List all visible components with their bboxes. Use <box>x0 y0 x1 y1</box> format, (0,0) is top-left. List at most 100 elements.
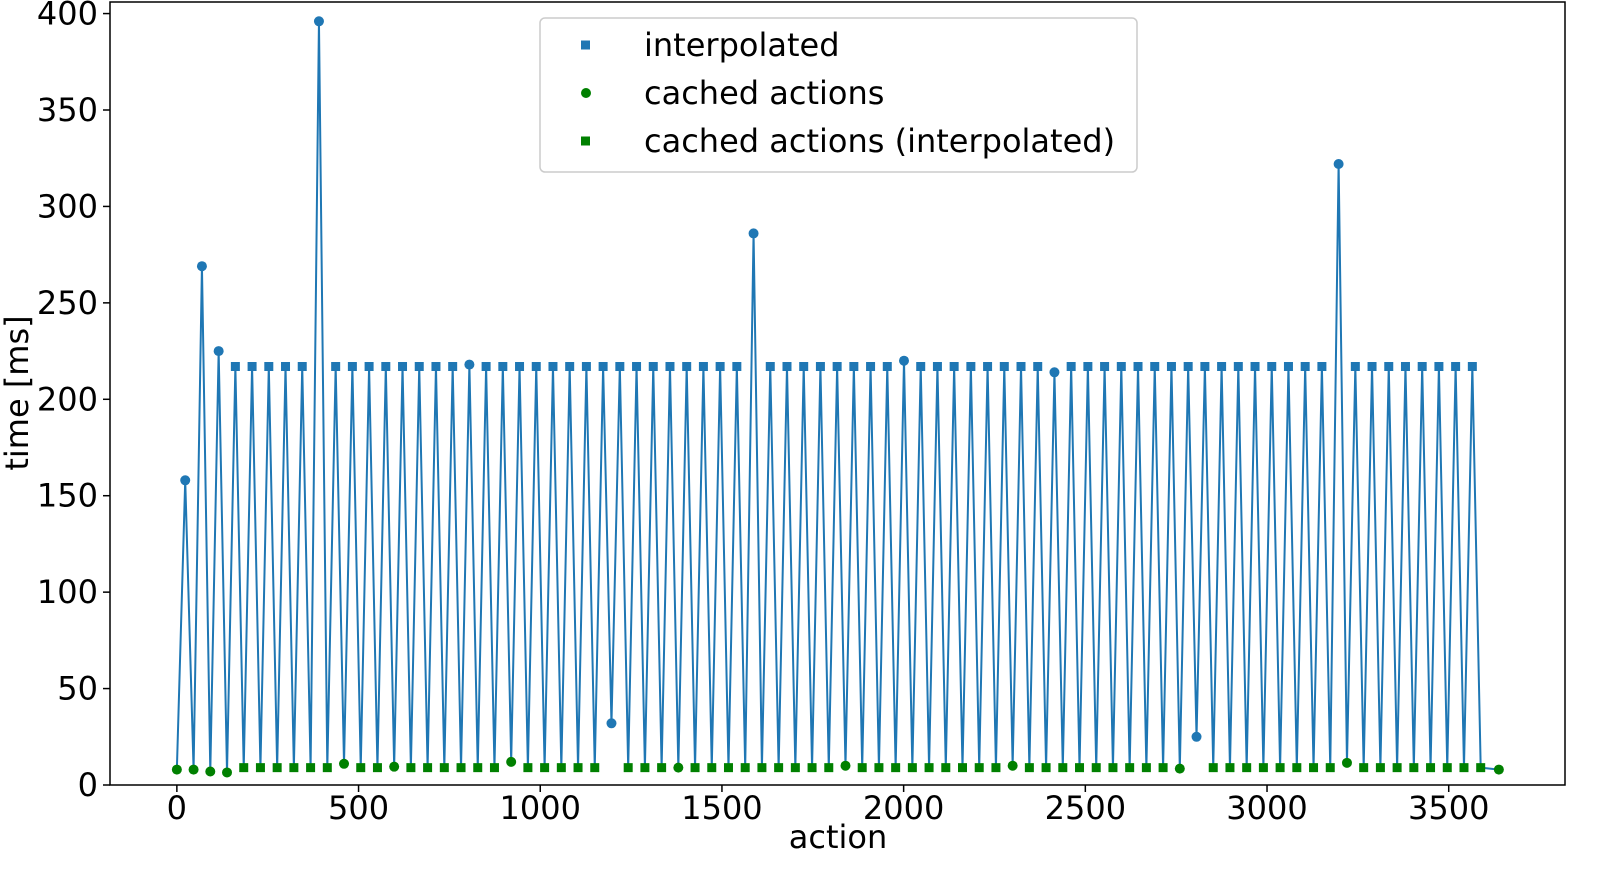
data-point <box>1174 763 1185 774</box>
data-point <box>222 767 233 778</box>
data-point <box>1033 362 1043 371</box>
data-point <box>1200 362 1210 371</box>
data-point <box>515 362 525 371</box>
data-point <box>523 763 533 773</box>
data-point <box>615 362 625 371</box>
data-point <box>356 763 366 773</box>
data-point <box>698 362 708 371</box>
data-point <box>1434 362 1444 371</box>
data-point <box>1083 362 1093 371</box>
data-point <box>556 763 566 773</box>
data-point <box>807 763 817 773</box>
data-point <box>306 763 316 773</box>
data-point <box>506 756 517 767</box>
data-point <box>1367 362 1377 371</box>
data-point <box>983 362 993 371</box>
data-point <box>1217 362 1227 371</box>
data-point <box>180 475 191 486</box>
y-tick-label: 250 <box>37 284 98 322</box>
data-point <box>1359 763 1369 773</box>
data-point <box>1075 763 1085 773</box>
data-point <box>815 362 825 371</box>
data-point <box>464 359 475 370</box>
legend-marker <box>581 88 591 98</box>
x-tick-label: 1500 <box>681 789 762 827</box>
data-point <box>1300 362 1310 371</box>
data-point <box>1233 362 1243 371</box>
data-point <box>723 763 733 773</box>
data-point <box>665 362 675 371</box>
data-point <box>1409 763 1419 773</box>
data-point <box>264 362 274 371</box>
data-point <box>448 362 458 371</box>
data-point <box>765 362 775 371</box>
data-point <box>974 763 984 773</box>
data-point <box>623 763 633 773</box>
plot-frame <box>109 1 1566 786</box>
data-point <box>1066 362 1076 371</box>
data-point <box>1049 367 1060 378</box>
data-point <box>331 362 341 371</box>
data-point <box>598 362 608 371</box>
data-point <box>891 763 901 773</box>
data-point <box>673 762 684 773</box>
data-point <box>289 763 299 773</box>
data-point <box>732 362 742 371</box>
data-point <box>1350 362 1360 371</box>
data-point <box>1341 757 1352 768</box>
data-point <box>682 362 692 371</box>
data-point <box>941 763 951 773</box>
data-point <box>966 362 976 371</box>
data-point <box>1400 362 1410 371</box>
data-point <box>840 760 851 771</box>
x-tick-label: 3500 <box>1408 789 1489 827</box>
data-point <box>740 763 750 773</box>
data-point <box>347 362 357 371</box>
data-point <box>1208 763 1218 773</box>
data-point <box>1467 362 1477 371</box>
data-point <box>1191 731 1202 742</box>
data-point <box>1183 362 1193 371</box>
data-point <box>205 766 216 777</box>
data-point <box>1041 763 1051 773</box>
y-tick-label: 50 <box>57 670 98 708</box>
data-point <box>874 763 884 773</box>
data-point <box>322 763 332 773</box>
x-axis-label: action <box>789 818 888 856</box>
data-point <box>481 362 491 371</box>
data-point <box>489 763 499 773</box>
data-point <box>866 362 876 371</box>
data-point <box>932 362 942 371</box>
data-point <box>1493 764 1504 775</box>
data-point <box>548 362 558 371</box>
data-point <box>824 763 834 773</box>
data-point <box>439 763 449 773</box>
data-point <box>188 764 199 775</box>
data-point <box>1100 362 1110 371</box>
data-point <box>213 346 224 357</box>
data-point <box>1417 362 1427 371</box>
data-point <box>1459 763 1469 773</box>
data-point <box>606 718 617 729</box>
data-point <box>782 362 792 371</box>
data-point <box>573 763 583 773</box>
data-point <box>1267 362 1277 371</box>
x-tick-label: 2000 <box>863 789 944 827</box>
data-point <box>1158 763 1168 773</box>
x-tick-label: 500 <box>328 789 389 827</box>
data-point <box>1058 763 1068 773</box>
data-point <box>799 362 809 371</box>
y-tick-label: 0 <box>78 766 98 804</box>
data-point <box>1392 763 1402 773</box>
data-point <box>1024 763 1034 773</box>
data-line <box>175 20 1499 774</box>
data-point <box>1451 362 1461 371</box>
data-point <box>1426 763 1436 773</box>
data-point <box>590 763 600 773</box>
data-point <box>196 261 207 272</box>
data-point <box>398 362 408 371</box>
data-point <box>297 362 307 371</box>
data-point <box>707 763 717 773</box>
